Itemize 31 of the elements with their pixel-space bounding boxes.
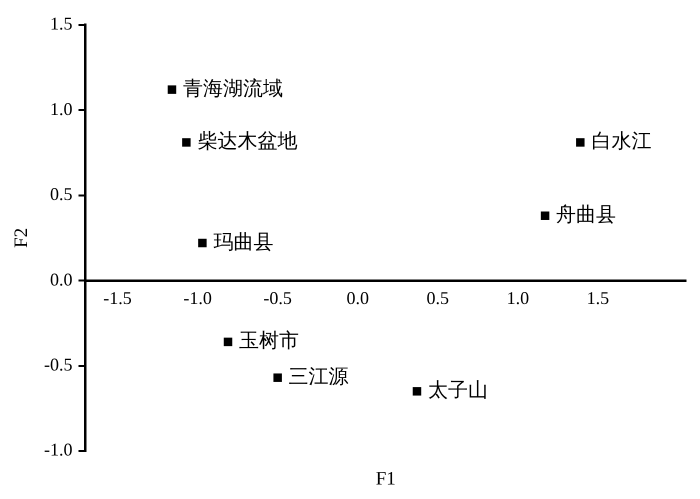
y-tick-label: -1.0 [44, 440, 72, 460]
x-tick-label: -0.5 [263, 288, 292, 308]
annotation: 柴达木盆地 [197, 130, 298, 153]
annotation: 白水江 [591, 130, 652, 153]
point [540, 211, 550, 220]
y-tick-label: -0.5 [44, 354, 72, 374]
annotation: 玛曲县 [213, 231, 274, 254]
x-tick-label: 1.5 [586, 288, 610, 308]
point [182, 138, 191, 147]
y-tick-label: 0.5 [50, 184, 72, 204]
annotation: 太子山 [428, 380, 488, 402]
point [198, 238, 207, 248]
point [412, 387, 422, 396]
x-tick-label: 0.0 [346, 288, 369, 308]
x-axis-title: F1 [376, 468, 396, 490]
point [576, 138, 585, 147]
annotation: 舟曲县 [556, 204, 616, 226]
x-tick-label: 0.5 [426, 288, 450, 308]
y-tick-label: 1.5 [50, 14, 72, 34]
point [273, 373, 282, 382]
annotation: 青海湖流域 [182, 78, 283, 100]
x-tick-label: -1.0 [183, 288, 212, 308]
y-tick-label: 1.0 [50, 98, 72, 119]
x-tick-label: -1.5 [103, 288, 132, 308]
y-axis-title: F2 [10, 228, 32, 248]
annotation: 玉树市 [239, 330, 300, 352]
y-tick-label: 0.0 [50, 269, 72, 290]
point [168, 85, 176, 94]
annotation: 三江源 [288, 366, 349, 388]
x-tick-label: 1.0 [506, 288, 530, 308]
point [224, 338, 232, 346]
